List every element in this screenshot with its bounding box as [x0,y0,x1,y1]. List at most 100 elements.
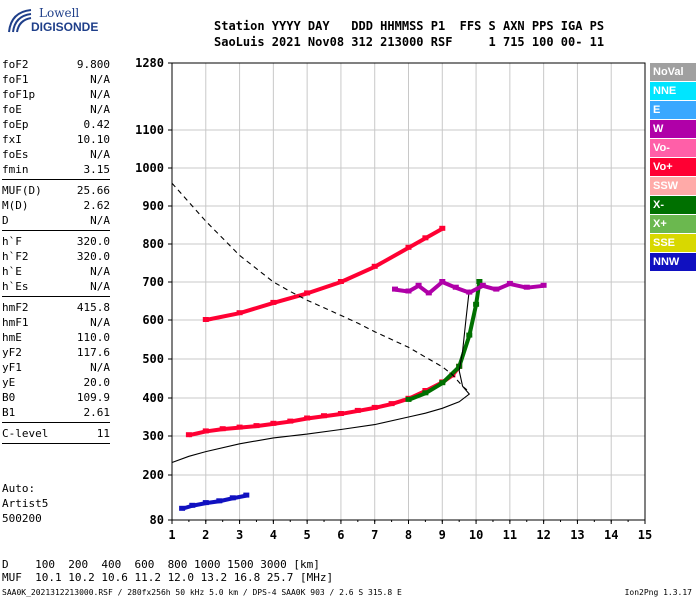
param-name: foF1p [2,88,36,101]
version-label: Ion2Png 1.3.17 [624,588,692,597]
param-row: fmin 3.15 [2,162,110,177]
header-line-1: Station YYYY DAY DDD HHMMSS P1 FFS S AXN… [214,19,605,33]
param-value: N/A [90,316,110,329]
O-trace-2hop-segment [340,264,376,284]
legend-item: X+ [650,215,696,233]
param-name: D [2,214,9,227]
x-tick-label: 15 [638,528,652,542]
muf-distance-row: D 100 200 400 600 800 1000 1500 3000 [km… [2,558,320,571]
param-name: B1 [2,406,16,419]
param-name: foE [2,103,22,116]
x-tick-label: 9 [439,528,446,542]
param-name: foF1 [2,73,29,86]
param-row: h`E N/A [2,264,110,279]
param-name: foEs [2,148,29,161]
param-name: yF1 [2,361,22,374]
x-tick-label: 6 [337,528,344,542]
x-tick-label: 13 [570,528,584,542]
muf-table: D 100 200 400 600 800 1000 1500 3000 [km… [2,558,333,584]
param-row: yF2 117.6 [2,345,110,360]
param-value: 0.42 [83,118,111,131]
param-name: foF2 [2,58,29,71]
auto-label: Auto: [2,482,36,495]
x-tick-label: 10 [469,528,483,542]
parameter-panel: foF2 9.800 foF1 N/A foF1p N/A foE N/A foEp 0.42 fx… [2,57,110,447]
legend-item: NoVal [650,63,696,81]
x-tick-label: 14 [604,528,618,542]
param-value: 109.9 [76,391,110,404]
X-trace-segment [474,281,482,306]
param-row: h`F 320.0 [2,234,110,249]
spread-F-point [479,282,486,288]
O-trace-2hop-segment [238,300,274,316]
param-name: foEp [2,118,29,131]
O-trace-2hop-segment [205,311,240,322]
param-value: 320.0 [76,235,110,248]
param-name: fmin [2,163,29,176]
param-name: yF2 [2,346,22,359]
legend-item: NNW [650,253,696,271]
param-value: N/A [90,103,110,116]
param-value: 11 [96,427,110,440]
solid-profile [171,289,471,464]
legend-item: NNE [650,82,696,100]
X-trace-segment [440,365,461,385]
param-row: yF1 N/A [2,360,110,375]
y-tick-label: 600 [142,313,164,327]
param-name: hmF2 [2,301,29,314]
param-value: 415.8 [76,301,110,314]
param-row: C-level 11 [2,426,110,441]
O-trace-2hop-segment [306,280,342,296]
y-tick-label: 80 [150,513,164,527]
param-value: N/A [90,280,110,293]
param-row: foE N/A [2,102,110,117]
dashed-profile [171,182,470,393]
autoscaling-info: Auto: Artist5 500200 [2,481,48,526]
auto-program: Artist5 [2,497,49,510]
y-tick-label: 200 [142,468,164,482]
x-tick-label: 7 [371,528,378,542]
O-trace-2hop-point [439,225,446,231]
param-value: 110.0 [76,331,110,344]
y-tick-label: 1100 [135,123,164,137]
legend-item: X- [650,196,696,214]
param-row: D N/A [2,213,110,228]
param-value: N/A [90,88,110,101]
O-trace-2hop-segment [373,246,410,269]
param-row: M(D) 2.62 [2,198,110,213]
param-row: foF1p N/A [2,87,110,102]
param-row: foEs N/A [2,147,110,162]
O-trace-2hop-segment [272,291,308,305]
X-trace-point [476,279,483,284]
separator [2,443,110,444]
param-name: yE [2,376,16,389]
legend-item: Vo+ [650,158,696,176]
param-row: h`Es N/A [2,279,110,294]
param-row: foF1 N/A [2,72,110,87]
footer-info: SAA0K_2021312213000.RSF / 280fx256h 50 k… [2,588,402,597]
y-tick-label: 400 [142,391,164,405]
x-tick-label: 2 [202,528,209,542]
x-tick-label: 11 [503,528,517,542]
y-tick-label: 500 [142,352,164,366]
param-value: N/A [90,148,110,161]
param-row: fxI 10.10 [2,132,110,147]
param-name: C-level [2,427,49,440]
auto-version: 500200 [2,512,42,525]
legend: NoVal NNE E W Vo- Vo+ SSW X- X+ SSE NNW [650,63,696,272]
param-row: h`F2 320.0 [2,249,110,264]
spread-F-point [439,279,446,284]
digisonde-logo-icon [8,9,32,33]
muf-value-row: MUF 10.1 10.2 10.6 11.2 12.0 13.2 16.8 2… [2,571,334,584]
logo-line1: Lowell [39,6,80,20]
logo-line2: DIGISONDE [31,20,99,34]
param-value: N/A [90,265,110,278]
lowell-logo: Lowell DIGISONDE [5,6,120,42]
y-tick-label: 900 [142,199,164,213]
legend-item: SSW [650,177,696,195]
spread-F-point [540,282,547,288]
param-name: h`F2 [2,250,29,263]
param-row: hmF2 415.8 [2,300,110,315]
legend-item: Vo- [650,139,696,157]
